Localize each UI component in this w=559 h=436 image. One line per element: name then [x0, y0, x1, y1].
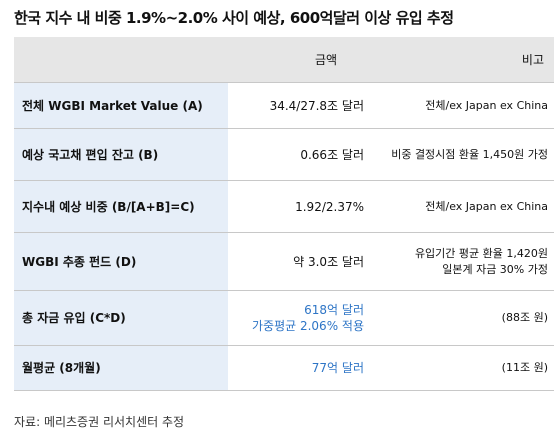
row-label: 예상 국고채 편입 잔고 (B) — [14, 128, 228, 181]
table-row: 총 자금 유입 (C*D) 618억 달러 가중평균 2.06% 적용 (88조 원) — [14, 290, 554, 346]
table-row: 지수내 예상 비중 (B/[A+B]=C) 1.92/2.37% 전체/ex Jap… — [14, 180, 554, 233]
amount-line: 1.92/2.37% — [295, 199, 364, 214]
amount-line: 77억 달러 — [311, 361, 364, 375]
note-cell: 전체/ex Japan ex China — [370, 180, 554, 233]
amount-cell: 1.92/2.37% — [228, 180, 370, 233]
note-line: (88조 원) — [501, 311, 548, 324]
note-line: 전체/ex Japan ex China — [425, 98, 548, 112]
note-cell: 전체/ex Japan ex China — [370, 82, 554, 129]
title: 한국 지수 내 비중 1.9%~2.0% 사이 예상, 600억달러 이상 유입… — [14, 9, 454, 27]
column-header — [14, 37, 228, 83]
row-label: WGBI 추종 펀드 (D) — [14, 232, 228, 291]
row-label: 전체 WGBI Market Value (A) — [14, 82, 228, 129]
note-line: (11조 원) — [501, 361, 548, 374]
amount-cell: 34.4/27.8조 달러 — [228, 82, 370, 129]
table-row: WGBI 추종 펀드 (D) 약 3.0조 달러 유입기간 평균 환율 1,420원… — [14, 232, 554, 291]
note-line: 일본계 자금 30% 가정 — [442, 262, 548, 276]
amount-line: 34.4/27.8조 달러 — [269, 98, 364, 113]
amount-line: 0.66조 달러 — [300, 147, 364, 162]
row-label: 총 자금 유입 (C*D) — [14, 290, 228, 346]
row-label: 월평균 (8개월) — [14, 345, 228, 391]
amount-cell: 77억 달러 — [228, 345, 370, 391]
row-label: 지수내 예상 비중 (B/[A+B]=C) — [14, 180, 228, 233]
source: 자료: 메리츠증권 리서치센터 추정 — [14, 415, 185, 429]
amount-line: 가중평균 2.06% 적용 — [252, 319, 364, 333]
note-line: 전체/ex Japan ex China — [425, 199, 548, 213]
amount-cell: 0.66조 달러 — [228, 128, 370, 181]
column-header: 금액 — [228, 37, 370, 83]
note-line: 유입기간 평균 환율 1,420원 — [414, 246, 548, 260]
amount-line: 약 3.0조 달러 — [293, 254, 364, 269]
amount-line: 618억 달러 — [304, 303, 364, 317]
note-cell: (11조 원) — [370, 345, 554, 391]
header-row: 금액 비고 — [14, 37, 554, 83]
data-table: 금액 비고 전체 WGBI Market Value (A) 34.4/27.8조 달… — [14, 37, 554, 391]
note-line: 비중 결정시점 환율 1,450원 가정 — [391, 147, 548, 161]
column-header: 비고 — [370, 37, 554, 83]
note-cell: 비중 결정시점 환율 1,450원 가정 — [370, 128, 554, 181]
table-row: 월평균 (8개월) 77억 달러 (11조 원) — [14, 345, 554, 391]
table-row: 전체 WGBI Market Value (A) 34.4/27.8조 달러 전체/… — [14, 82, 554, 129]
note-cell: (88조 원) — [370, 290, 554, 346]
table-row: 예상 국고채 편입 잔고 (B) 0.66조 달러 비중 결정시점 환율 1,450… — [14, 128, 554, 181]
amount-cell: 약 3.0조 달러 — [228, 232, 370, 291]
